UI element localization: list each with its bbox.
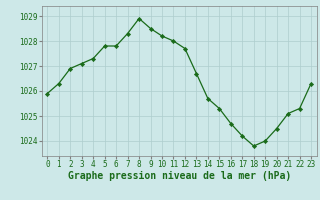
X-axis label: Graphe pression niveau de la mer (hPa): Graphe pression niveau de la mer (hPa) — [68, 171, 291, 181]
